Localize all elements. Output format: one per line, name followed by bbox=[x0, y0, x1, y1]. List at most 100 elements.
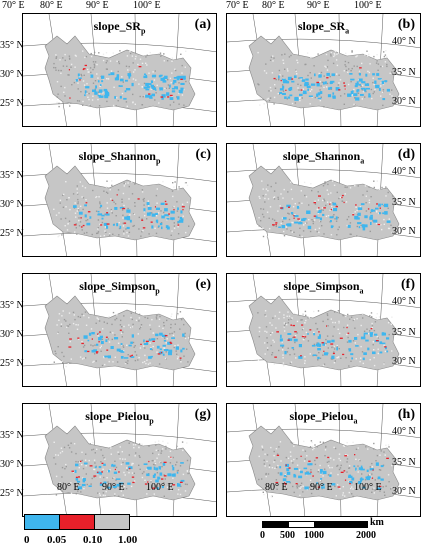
texture-dot bbox=[77, 193, 79, 195]
blue-patch bbox=[319, 334, 321, 338]
blue-patch bbox=[317, 97, 322, 100]
red-patch bbox=[71, 470, 74, 472]
texture-dot bbox=[348, 465, 351, 467]
texture-dot bbox=[319, 99, 321, 102]
red-patch bbox=[301, 324, 304, 326]
texture-dot bbox=[112, 361, 114, 363]
texture-dot bbox=[93, 65, 96, 67]
blue-patch bbox=[167, 473, 172, 477]
texture-dot bbox=[273, 224, 275, 227]
blue-patch bbox=[147, 207, 152, 210]
texture-dot bbox=[77, 490, 79, 492]
texture-dot bbox=[344, 64, 346, 66]
texture-dot bbox=[330, 51, 332, 54]
texture-dot bbox=[92, 345, 94, 347]
blue-patch bbox=[176, 471, 179, 474]
texture-dot bbox=[76, 100, 79, 102]
texture-dot bbox=[162, 327, 164, 329]
texture-dot bbox=[259, 104, 261, 106]
texture-dot bbox=[281, 54, 283, 56]
texture-dot bbox=[337, 216, 339, 219]
texture-dot bbox=[85, 55, 88, 58]
texture-dot bbox=[141, 86, 143, 88]
texture-dot bbox=[99, 223, 101, 225]
texture-dot bbox=[310, 77, 312, 79]
red-patch bbox=[337, 486, 341, 488]
blue-patch bbox=[278, 75, 280, 79]
texture-dot bbox=[385, 485, 387, 487]
texture-dot bbox=[273, 450, 275, 453]
blue-patch bbox=[125, 462, 130, 465]
texture-dot bbox=[323, 75, 325, 77]
blue-patch bbox=[279, 472, 283, 476]
red-patch bbox=[323, 207, 326, 209]
texture-dot bbox=[299, 97, 301, 100]
blue-patch bbox=[98, 337, 102, 341]
texture-dot bbox=[126, 55, 129, 57]
texture-dot bbox=[155, 194, 158, 197]
red-patch bbox=[87, 211, 91, 213]
blue-patch bbox=[374, 80, 377, 84]
map-panel-c: slope_Shannonp (c) bbox=[22, 143, 217, 257]
texture-dot bbox=[106, 60, 108, 62]
red-patch bbox=[106, 212, 109, 214]
texture-dot bbox=[170, 81, 172, 84]
blue-patch bbox=[145, 88, 150, 91]
texture-dot bbox=[139, 468, 141, 470]
texture-dot bbox=[69, 340, 71, 343]
texture-dot bbox=[273, 197, 275, 199]
texture-dot bbox=[139, 95, 141, 98]
red-patch bbox=[341, 194, 344, 197]
blue-patch bbox=[108, 469, 110, 473]
texture-dot bbox=[134, 345, 136, 347]
texture-dot bbox=[158, 318, 161, 320]
texture-dot bbox=[154, 227, 156, 229]
texture-dot bbox=[175, 350, 177, 352]
texture-dot bbox=[304, 63, 306, 66]
texture-dot bbox=[77, 208, 79, 210]
red-patch bbox=[91, 338, 93, 340]
texture-dot bbox=[67, 223, 69, 225]
texture-dot bbox=[368, 71, 371, 74]
texture-dot bbox=[142, 230, 144, 232]
texture-dot bbox=[320, 473, 322, 475]
texture-dot bbox=[141, 189, 144, 191]
texture-dot bbox=[356, 55, 358, 57]
texture-dot bbox=[319, 464, 321, 467]
texture-dot bbox=[183, 323, 185, 326]
blue-patch bbox=[380, 478, 384, 481]
texture-dot bbox=[364, 54, 366, 56]
blue-patch bbox=[123, 97, 127, 100]
map-graphic bbox=[23, 144, 216, 256]
top-longitude-axis: 70° E 80° E 90° E 100° E 70° E 80° E 90°… bbox=[0, 0, 431, 14]
blue-patch bbox=[149, 95, 153, 98]
texture-dot bbox=[366, 328, 368, 330]
red-patch bbox=[275, 223, 277, 226]
texture-dot bbox=[92, 448, 95, 451]
blue-patch bbox=[317, 348, 321, 351]
texture-dot bbox=[302, 314, 304, 316]
texture-dot bbox=[312, 448, 314, 451]
texture-dot bbox=[82, 104, 84, 106]
texture-dot bbox=[184, 337, 187, 340]
texture-dot bbox=[327, 193, 330, 195]
red-patch bbox=[318, 207, 320, 209]
blue-patch bbox=[351, 357, 353, 360]
texture-dot bbox=[281, 84, 284, 86]
texture-dot bbox=[169, 77, 172, 80]
lon-tick: 90° E bbox=[310, 482, 333, 493]
texture-dot bbox=[352, 495, 354, 498]
blue-patch bbox=[291, 80, 295, 83]
blue-patch bbox=[287, 76, 292, 81]
texture-dot bbox=[125, 65, 128, 67]
texture-dot bbox=[314, 463, 317, 466]
texture-dot bbox=[359, 206, 362, 208]
red-patch bbox=[340, 471, 344, 473]
blue-patch bbox=[89, 216, 92, 219]
red-patch bbox=[379, 485, 382, 488]
blue-patch bbox=[288, 88, 291, 91]
texture-dot bbox=[86, 83, 88, 85]
blue-patch bbox=[180, 210, 183, 214]
texture-dot bbox=[318, 352, 320, 354]
texture-dot bbox=[282, 357, 284, 359]
